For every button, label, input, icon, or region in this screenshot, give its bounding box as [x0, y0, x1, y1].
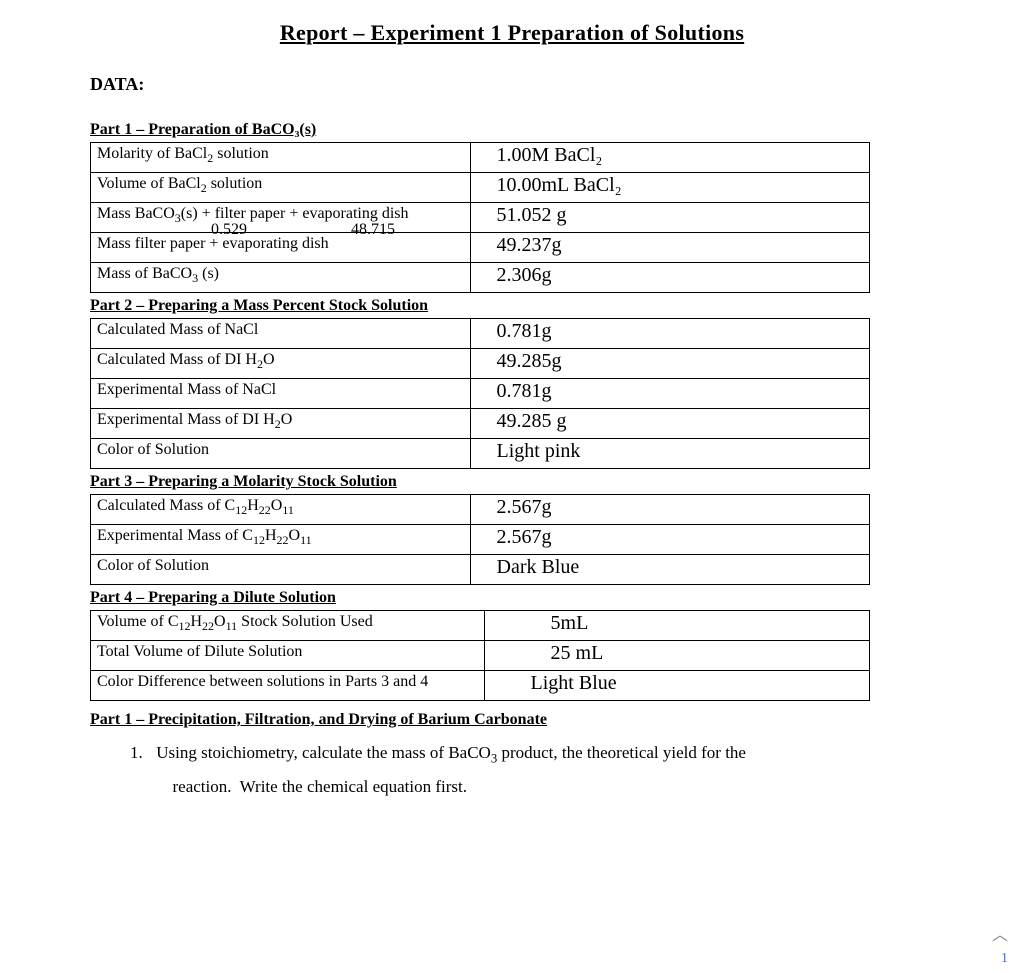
- question-header: Part 1 – Precipitation, Filtration, and …: [90, 711, 934, 729]
- part4-header: Part 4 – Preparing a Dilute Solution: [90, 589, 934, 607]
- table-row: Experimental Mass of NaCl 0.781g: [91, 379, 870, 409]
- table-row: Color of Solution Light pink: [91, 439, 870, 469]
- table-row: Color of Solution Dark Blue: [91, 555, 870, 585]
- page-number: 1: [1001, 951, 1008, 967]
- table-row: Volume of BaCl2 solution 10.00mL BaCl₂: [91, 173, 870, 203]
- cell-value: 0.781g: [470, 319, 869, 349]
- cell-label: Volume of BaCl2 solution: [91, 173, 471, 203]
- cell-value: Dark Blue: [470, 555, 869, 585]
- chevron-up-icon[interactable]: ︿: [992, 921, 1008, 945]
- cell-value: Light pink: [470, 439, 869, 469]
- cell-label: Experimental Mass of NaCl: [91, 379, 471, 409]
- cell-label: Experimental Mass of DI H2O: [91, 409, 471, 439]
- handwritten-annotation: 0.529: [211, 221, 247, 239]
- cell-value: 49.237g: [470, 233, 870, 263]
- part2-table: Calculated Mass of NaCl 0.781g Calculate…: [90, 318, 870, 469]
- part1-table: Molarity of BaCl2 solution 1.00M BaCl₂ V…: [90, 142, 870, 293]
- cell-value: 51.052 g: [470, 203, 870, 233]
- cell-label: Total Volume of Dilute Solution: [91, 641, 485, 671]
- cell-value: 5mL: [484, 611, 869, 641]
- question-number: 1.: [130, 737, 152, 769]
- cell-value: 25 mL: [484, 641, 869, 671]
- table-row: Experimental Mass of C12H22O11 2.567g: [91, 525, 870, 555]
- question-text: 1. Using stoichiometry, calculate the ma…: [130, 737, 934, 803]
- table-row: Volume of C12H22O11 Stock Solution Used …: [91, 611, 870, 641]
- part3-header: Part 3 – Preparing a Molarity Stock Solu…: [90, 473, 934, 491]
- table-row: Calculated Mass of DI H2O 49.285g: [91, 349, 870, 379]
- cell-label: Volume of C12H22O11 Stock Solution Used: [91, 611, 485, 641]
- cell-value: 2.567g: [470, 495, 869, 525]
- cell-value: 2.567g: [470, 525, 869, 555]
- part1-header: Part 1 – Preparation of BaCO₃(s): [90, 121, 934, 139]
- table-row: Mass BaCO3(s) + filter paper + evaporati…: [91, 203, 870, 233]
- cell-label: Experimental Mass of C12H22O11: [91, 525, 471, 555]
- table-row: Calculated Mass of NaCl 0.781g: [91, 319, 870, 349]
- cell-label: Color of Solution: [91, 439, 471, 469]
- cell-value: 10.00mL BaCl₂: [470, 173, 870, 203]
- cell-label: Color of Solution: [91, 555, 471, 585]
- part3-table: Calculated Mass of C12H22O11 2.567g Expe…: [90, 494, 870, 585]
- cell-value: 1.00M BaCl₂: [470, 143, 870, 173]
- cell-label: Calculated Mass of NaCl: [91, 319, 471, 349]
- table-row: Molarity of BaCl2 solution 1.00M BaCl₂: [91, 143, 870, 173]
- cell-value: 2.306g: [470, 263, 870, 293]
- table-row: Total Volume of Dilute Solution 25 mL: [91, 641, 870, 671]
- table-row: Color Difference between solutions in Pa…: [91, 671, 870, 701]
- part4-table: Volume of C12H22O11 Stock Solution Used …: [90, 610, 870, 701]
- cell-label: Calculated Mass of DI H2O: [91, 349, 471, 379]
- handwritten-annotation: 48.715: [351, 221, 395, 239]
- cell-value: 49.285g: [470, 349, 869, 379]
- cell-value: 0.781g: [470, 379, 869, 409]
- table-row: Mass of BaCO3 (s) 2.306g: [91, 263, 870, 293]
- table-row: Mass filter paper + evaporating dish 49.…: [91, 233, 870, 263]
- table-row: Calculated Mass of C12H22O11 2.567g: [91, 495, 870, 525]
- table-row: Experimental Mass of DI H2O 49.285 g: [91, 409, 870, 439]
- data-heading: DATA:: [90, 74, 934, 95]
- cell-label: Mass filter paper + evaporating dish: [91, 233, 471, 263]
- report-title: Report – Experiment 1 Preparation of Sol…: [90, 20, 934, 46]
- part2-header: Part 2 – Preparing a Mass Percent Stock …: [90, 297, 934, 315]
- cell-label: Calculated Mass of C12H22O11: [91, 495, 471, 525]
- cell-label: Molarity of BaCl2 solution: [91, 143, 471, 173]
- cell-label: Mass of BaCO3 (s): [91, 263, 471, 293]
- cell-value: 49.285 g: [470, 409, 869, 439]
- cell-label: Color Difference between solutions in Pa…: [91, 671, 485, 701]
- cell-value: Light Blue: [484, 671, 869, 701]
- cell-label: Mass BaCO3(s) + filter paper + evaporati…: [91, 203, 471, 233]
